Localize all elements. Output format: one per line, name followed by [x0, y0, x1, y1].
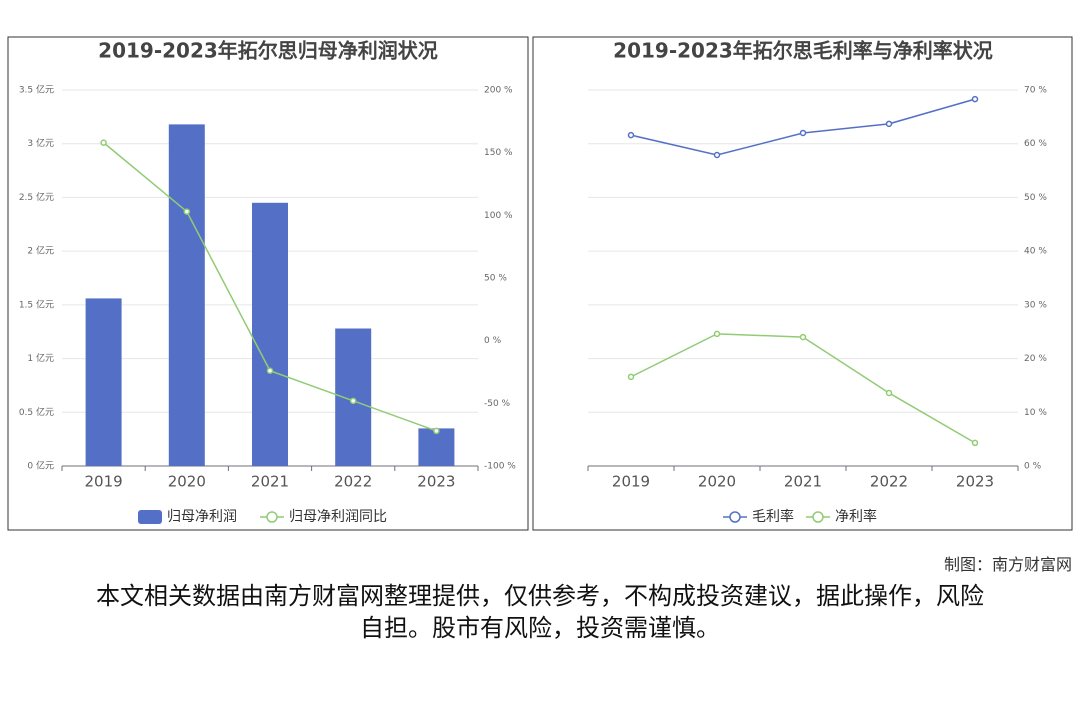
marker — [266, 367, 274, 374]
y2-tick-label: 100 % — [484, 211, 513, 221]
marker — [971, 95, 979, 103]
chart-title: 2019-2023年拓尔思归母净利润状况 — [98, 39, 438, 63]
y-tick-label: 1 亿元 — [27, 352, 54, 364]
legend-label: 毛利率 — [752, 508, 794, 525]
legend-swatch — [266, 511, 278, 523]
y2-tick-label: 10 % — [1024, 408, 1047, 418]
x-tick-label: 2023 — [417, 473, 455, 491]
legend-swatch — [729, 511, 741, 523]
marker — [433, 427, 440, 435]
marker — [885, 120, 893, 128]
y-tick-label: 1.5 亿元 — [19, 298, 54, 310]
y-tick-label: 3.5 亿元 — [19, 84, 54, 96]
marker — [183, 208, 191, 215]
y2-tick-label: 50 % — [1024, 193, 1047, 203]
y2-tick-label: 60 % — [1024, 139, 1047, 149]
y2-tick-label: 50 % — [484, 274, 507, 284]
marker — [627, 373, 635, 381]
y2-tick-label: 0 % — [1024, 462, 1042, 472]
x-tick-label: 2023 — [956, 473, 994, 491]
line — [630, 333, 976, 444]
disclaimer: 本文相关数据由南方财富网整理提供，仅供参考，不构成投资建议，据此操作，风险自担。… — [96, 582, 984, 642]
marker — [627, 131, 635, 139]
y2-tick-label: 40 % — [1024, 247, 1047, 257]
bar — [418, 428, 455, 466]
y2-tick-label: 20 % — [1024, 354, 1047, 364]
y-tick-label: 3 亿元 — [27, 137, 54, 149]
x-tick-label: 2020 — [168, 473, 206, 491]
marker — [713, 330, 721, 338]
legend-swatch — [812, 511, 824, 523]
legend-label: 净利率 — [835, 508, 877, 525]
y-tick-label: 0.5 亿元 — [19, 406, 54, 418]
marker — [713, 151, 721, 159]
y2-tick-label: -50 % — [484, 399, 511, 409]
bar — [168, 124, 205, 467]
x-tick-label: 2022 — [870, 473, 908, 491]
x-tick-label: 2021 — [251, 473, 289, 491]
x-tick-label: 2020 — [698, 473, 736, 491]
legend-label: 归母净利润 — [167, 508, 237, 525]
panel-frame — [7, 36, 529, 531]
legend-label: 归母净利润同比 — [289, 508, 387, 525]
charts: 2019-2023年拓尔思归母净利润状况 0 亿元 0.5 亿元 1 亿元 1.5 亿元… — [7, 36, 1073, 531]
line — [630, 98, 976, 156]
x-tick-label: 2019 — [612, 473, 650, 491]
x-tick-label: 2022 — [334, 473, 372, 491]
bar — [335, 328, 372, 466]
y2-tick-label: 30 % — [1024, 300, 1047, 310]
marker — [100, 139, 107, 146]
bar — [85, 298, 122, 466]
legend-swatch — [138, 510, 162, 524]
y2-tick-label: -100 % — [484, 462, 516, 472]
y-tick-label: 0 亿元 — [27, 460, 54, 472]
bar — [252, 202, 288, 467]
x-tick-label: 2019 — [85, 473, 123, 491]
y2-tick-label: 150 % — [484, 148, 513, 158]
y2-tick-label: 70 % — [1024, 86, 1047, 96]
marker — [885, 389, 893, 397]
y2-tick-label: 200 % — [484, 86, 513, 96]
panel-frame — [532, 36, 1073, 531]
marker — [971, 439, 979, 447]
credit: 制图：南方财富网 — [943, 555, 1072, 574]
y-tick-label: 2.5 亿元 — [19, 191, 54, 203]
chart-title: 2019-2023年拓尔思毛利率与净利率状况 — [613, 39, 993, 63]
marker — [799, 129, 807, 137]
y-tick-label: 2 亿元 — [27, 245, 54, 257]
x-tick-label: 2021 — [784, 473, 822, 491]
marker — [349, 397, 357, 405]
y2-tick-label: 0 % — [484, 336, 502, 346]
marker — [799, 333, 807, 341]
